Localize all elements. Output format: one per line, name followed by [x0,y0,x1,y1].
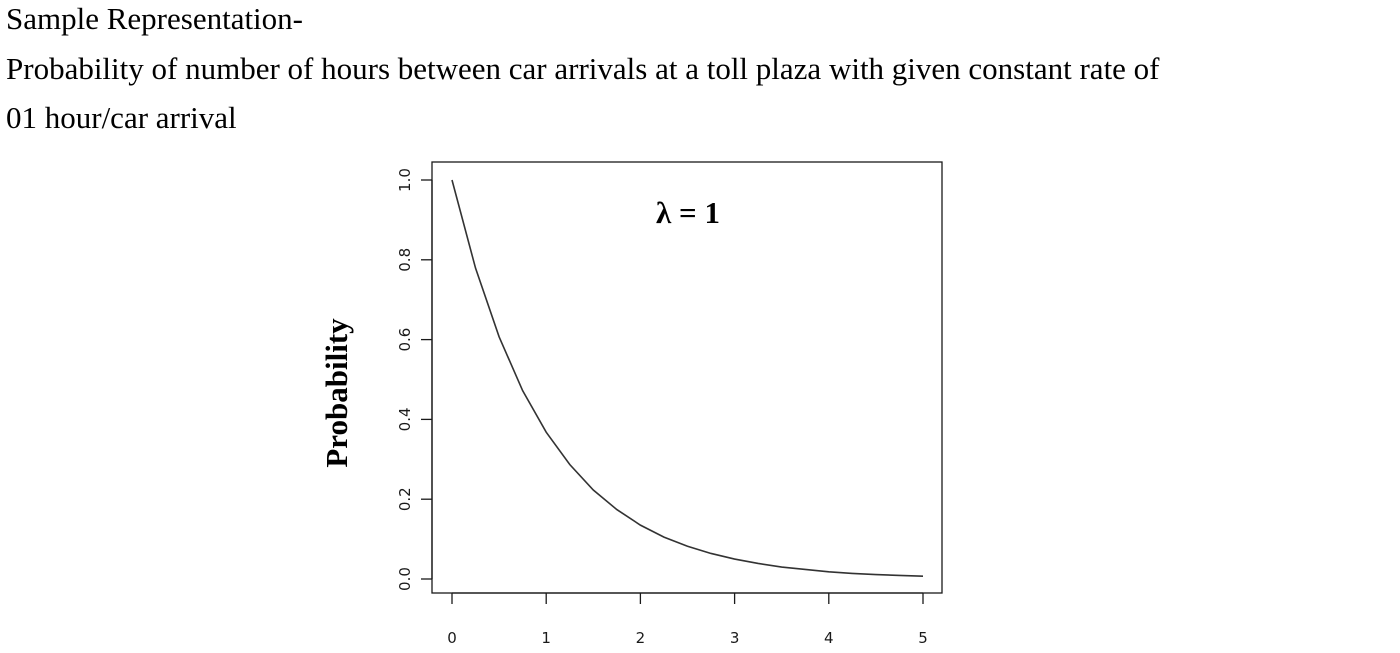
y-tick-label: 0.6 [396,328,414,352]
x-tick-label: 0 [447,629,457,647]
caption-line-2: 01 hour/car arrival [6,100,237,135]
x-tick-label: 2 [636,629,646,647]
y-axis: 0.0 0.2 0.4 0.6 0.8 1.0 [396,168,433,591]
y-tick-label: 0.0 [396,567,414,591]
x-tick-label: 3 [730,629,740,647]
y-tick-label: 0.2 [396,487,414,511]
caption-line-1: Probability of number of hours between c… [6,51,1160,86]
y-tick-label: 1.0 [396,168,414,192]
x-axis: 0 1 2 3 4 5 [447,592,928,647]
y-tick-label: 0.8 [396,248,414,272]
y-axis-label: Probability [319,318,354,468]
series-line [451,179,924,578]
x-tick-label: 5 [918,629,928,647]
lambda-annotation: λ = 1 [656,195,720,230]
y-tick-label: 0.4 [396,407,414,431]
x-tick-label: 4 [824,629,834,647]
heading: Sample Representation- [6,1,303,36]
x-tick-label: 1 [541,629,551,647]
